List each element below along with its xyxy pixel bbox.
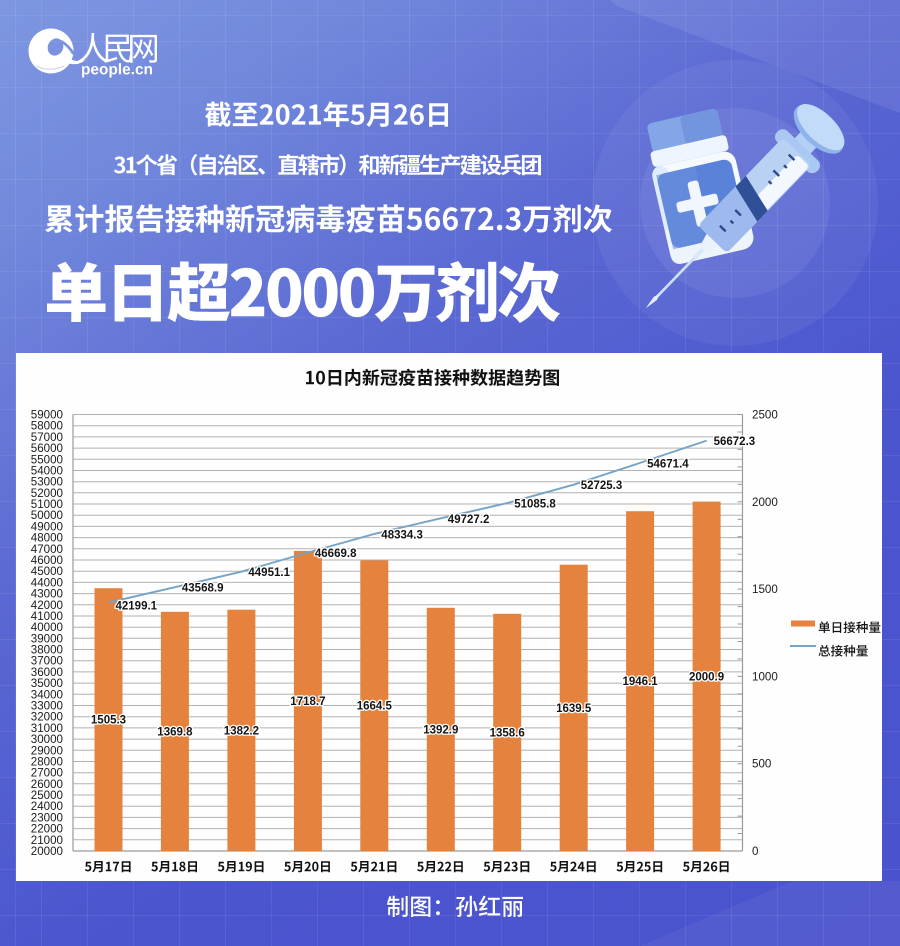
svg-text:52000: 52000 <box>31 487 63 500</box>
svg-text:2000.9: 2000.9 <box>689 671 724 683</box>
svg-text:49000: 49000 <box>31 520 63 533</box>
svg-text:31000: 31000 <box>31 722 63 735</box>
svg-text:1392.9: 1392.9 <box>423 724 458 736</box>
svg-text:1639.5: 1639.5 <box>556 703 592 715</box>
svg-text:47000: 47000 <box>31 543 63 556</box>
svg-text:46669.8: 46669.8 <box>315 548 357 560</box>
svg-text:41000: 41000 <box>31 610 63 623</box>
svg-text:2500: 2500 <box>752 409 778 422</box>
svg-text:46000: 46000 <box>31 554 63 567</box>
svg-text:56672.3: 56672.3 <box>714 436 756 448</box>
svg-text:22000: 22000 <box>31 823 63 836</box>
svg-text:54000: 54000 <box>31 465 63 478</box>
svg-text:54671.4: 54671.4 <box>647 458 689 470</box>
svg-text:29000: 29000 <box>31 744 63 757</box>
svg-text:42199.1: 42199.1 <box>116 601 158 613</box>
svg-text:1946.1: 1946.1 <box>623 676 659 688</box>
svg-text:2000: 2000 <box>752 496 778 509</box>
svg-text:52725.3: 52725.3 <box>581 480 623 492</box>
svg-text:21000: 21000 <box>31 834 63 847</box>
svg-text:33000: 33000 <box>31 700 63 713</box>
svg-text:49727.2: 49727.2 <box>448 514 490 526</box>
svg-text:44951.1: 44951.1 <box>248 567 290 579</box>
svg-text:48334.3: 48334.3 <box>381 529 423 541</box>
svg-text:32000: 32000 <box>31 711 63 724</box>
svg-text:36000: 36000 <box>31 666 63 679</box>
svg-text:24000: 24000 <box>31 800 63 813</box>
svg-text:1500: 1500 <box>752 583 778 596</box>
svg-text:1382.2: 1382.2 <box>224 725 259 737</box>
svg-text:1664.5: 1664.5 <box>357 701 393 713</box>
svg-text:59000: 59000 <box>31 409 63 422</box>
svg-text:1369.8: 1369.8 <box>157 726 193 738</box>
svg-text:1505.3: 1505.3 <box>91 715 126 727</box>
svg-text:26000: 26000 <box>31 778 63 791</box>
svg-text:1000: 1000 <box>752 670 778 683</box>
svg-text:28000: 28000 <box>31 756 63 769</box>
svg-text:56000: 56000 <box>31 442 63 455</box>
svg-text:51000: 51000 <box>31 498 63 511</box>
svg-text:53000: 53000 <box>31 476 63 489</box>
svg-text:48000: 48000 <box>31 532 63 545</box>
svg-text:35000: 35000 <box>31 677 63 690</box>
svg-text:43000: 43000 <box>31 588 63 601</box>
svg-text:55000: 55000 <box>31 453 63 466</box>
svg-text:23000: 23000 <box>31 811 63 824</box>
svg-text:43568.9: 43568.9 <box>182 583 224 595</box>
svg-text:38000: 38000 <box>31 644 63 657</box>
svg-text:20000: 20000 <box>31 845 63 858</box>
svg-text:51085.8: 51085.8 <box>514 499 556 511</box>
svg-text:34000: 34000 <box>31 688 63 701</box>
svg-text:500: 500 <box>752 758 771 771</box>
svg-text:1358.6: 1358.6 <box>490 727 525 739</box>
svg-text:42000: 42000 <box>31 599 63 612</box>
svg-text:30000: 30000 <box>31 733 63 746</box>
svg-text:40000: 40000 <box>31 621 63 634</box>
svg-text:57000: 57000 <box>31 431 63 444</box>
svg-text:27000: 27000 <box>31 767 63 780</box>
svg-text:37000: 37000 <box>31 655 63 668</box>
svg-text:50000: 50000 <box>31 509 63 522</box>
svg-text:58000: 58000 <box>31 420 63 433</box>
svg-text:0: 0 <box>752 845 758 858</box>
svg-text:39000: 39000 <box>31 632 63 645</box>
svg-text:45000: 45000 <box>31 565 63 578</box>
svg-text:1718.7: 1718.7 <box>290 696 325 708</box>
svg-text:44000: 44000 <box>31 576 63 589</box>
svg-text:25000: 25000 <box>31 789 63 802</box>
